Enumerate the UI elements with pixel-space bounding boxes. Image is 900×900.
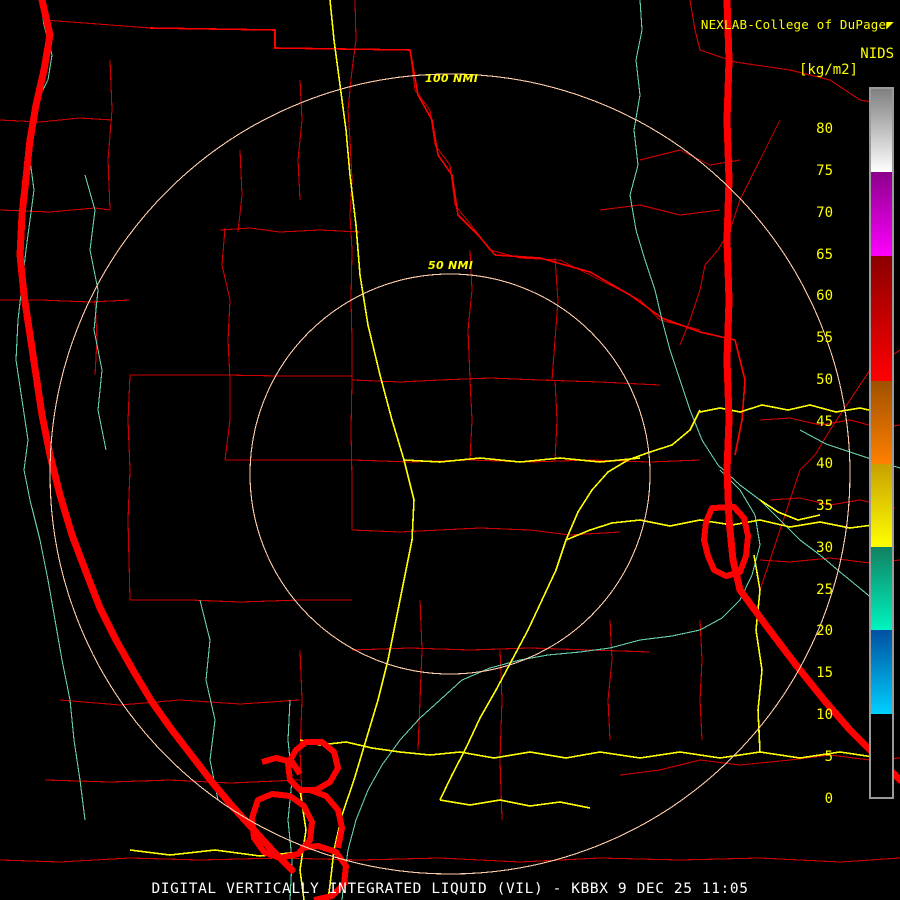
colorbar-band-white-gray bbox=[871, 89, 892, 173]
range-ring-100nmi bbox=[49, 73, 851, 875]
dupage-logo-icon: ◤ bbox=[886, 17, 894, 32]
colorbar-band-orange bbox=[871, 380, 892, 464]
colorbar-band-blue bbox=[871, 630, 892, 714]
colorbar-tick-45: 45 bbox=[816, 414, 833, 431]
colorbar-tick-labels: 0 5 10 15 20 25 30 35 40 45 50 55 60 65 70 75 80 bbox=[816, 120, 833, 807]
colorbar-tick-35: 35 bbox=[816, 497, 833, 514]
product-title: DIGITAL VERTICALLY INTEGRATED LIQUID (VI… bbox=[151, 881, 749, 897]
colorbar-band-no-data bbox=[871, 713, 892, 797]
range-rings bbox=[49, 73, 851, 875]
urban-areas bbox=[249, 504, 751, 900]
colorbar-frame bbox=[869, 87, 894, 799]
range-ring-100nmi-label: 100 NMI bbox=[425, 72, 479, 85]
colorbar-tick-65: 65 bbox=[816, 246, 833, 263]
colorbar-tick-10: 10 bbox=[816, 707, 833, 724]
colorbar-tick-70: 70 bbox=[816, 204, 833, 221]
range-ring-50nmi-label: 50 NMI bbox=[428, 259, 474, 272]
colorbar-band-green bbox=[871, 547, 892, 631]
product-family-label: NIDS bbox=[860, 46, 894, 62]
nexlab-credit: NEXLAB-College of DuPage◤ bbox=[670, 2, 894, 47]
colorbar-tick-20: 20 bbox=[816, 623, 833, 640]
colorbar-band-yellow bbox=[871, 463, 892, 548]
county-borders bbox=[0, 0, 900, 863]
colorbar-band-red bbox=[871, 255, 892, 381]
colorbar-tick-75: 75 bbox=[816, 162, 833, 179]
colorbar-tick-15: 15 bbox=[816, 665, 833, 682]
colorbar-gradient bbox=[871, 89, 892, 797]
colorbar[interactable] bbox=[869, 87, 894, 799]
range-ring-50nmi bbox=[249, 273, 651, 675]
colorbar-tick-40: 40 bbox=[816, 455, 833, 472]
colorbar-tick-80: 80 bbox=[816, 120, 833, 137]
colorbar-tick-30: 30 bbox=[816, 539, 833, 556]
state-borders bbox=[149, 27, 746, 456]
credit-label: NEXLAB-College of DuPage bbox=[700, 17, 887, 32]
colorbar-tick-60: 60 bbox=[816, 288, 833, 305]
colorbar-tick-0: 0 bbox=[824, 791, 833, 807]
colorbar-tick-55: 55 bbox=[816, 330, 833, 347]
colorbar-tick-25: 25 bbox=[816, 581, 833, 598]
colorbar-tick-50: 50 bbox=[816, 372, 833, 389]
units-label: [kg/m2] bbox=[798, 62, 858, 78]
colorbar-band-magenta bbox=[871, 172, 892, 256]
colorbar-tick-5: 5 bbox=[824, 749, 833, 766]
